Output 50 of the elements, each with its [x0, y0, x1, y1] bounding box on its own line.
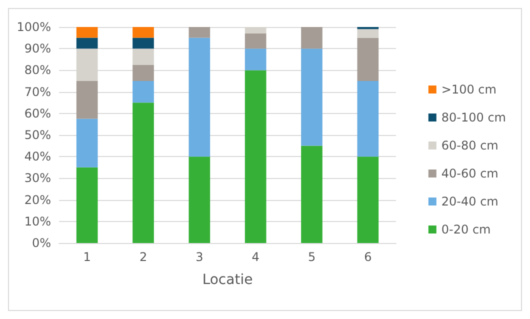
y-tick-label: 20%	[24, 192, 51, 207]
bar	[357, 29, 379, 38]
bar	[76, 27, 98, 38]
y-tick-label: 40%	[24, 150, 51, 164]
bar	[132, 38, 154, 49]
bar	[132, 102, 154, 243]
bar	[76, 81, 98, 119]
bar	[132, 64, 154, 81]
legend-label: 40-60 cm	[441, 166, 498, 180]
bar	[132, 27, 154, 38]
bar	[244, 48, 266, 70]
bar	[244, 70, 266, 243]
y-tick-label: 60%	[24, 106, 51, 120]
bar	[132, 48, 154, 65]
bar	[301, 27, 322, 49]
y-tick-label: 80%	[24, 63, 51, 78]
legend-label: 0-20 cm	[441, 222, 491, 236]
bar	[76, 118, 98, 168]
bar	[76, 48, 98, 81]
y-tick-label: 50%	[24, 128, 51, 142]
bar	[301, 146, 322, 243]
x-tick-label: 6	[364, 250, 372, 264]
x-tick-label: 1	[83, 250, 91, 264]
bar	[76, 38, 98, 49]
x-tick-label: 4	[252, 250, 260, 264]
y-tick-label: 70%	[24, 84, 51, 99]
x-axis-title: Locatie	[202, 272, 253, 288]
bar	[244, 33, 266, 49]
y-tick-label: 90%	[24, 42, 51, 56]
legend-label: >100 cm	[441, 82, 496, 96]
x-tick-label: 3	[196, 250, 204, 264]
x-tick-label: 2	[139, 250, 148, 264]
y-tick-label: 10%	[24, 214, 51, 228]
x-tick-label: 5	[308, 250, 316, 264]
legend-label: 60-80 cm	[441, 138, 498, 152]
bar	[301, 48, 322, 146]
bar	[357, 156, 379, 243]
y-tick-label: 30%	[24, 171, 51, 186]
bar	[188, 156, 210, 243]
bar	[132, 81, 154, 103]
bar	[244, 27, 266, 34]
y-tick-label: 0%	[32, 236, 51, 250]
bar	[357, 81, 379, 157]
bar	[76, 167, 98, 243]
legend-label: 20-40 cm	[441, 194, 498, 208]
bar	[188, 27, 210, 38]
legend-label: 80-100 cm	[441, 110, 506, 124]
y-tick-label: 100%	[16, 20, 51, 34]
bar	[188, 38, 210, 157]
bar	[357, 38, 379, 81]
